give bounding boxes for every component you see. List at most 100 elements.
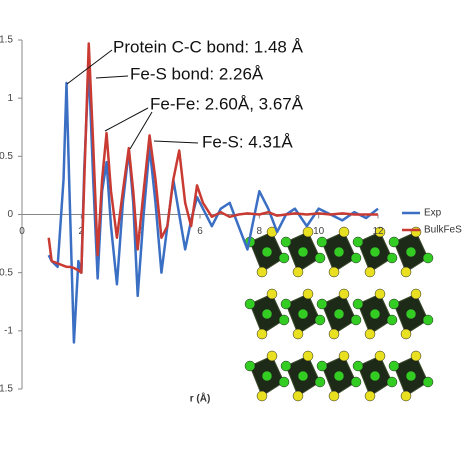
atom bbox=[302, 226, 314, 238]
y-tick-label: 1 bbox=[7, 93, 13, 104]
atom bbox=[374, 226, 386, 238]
atom bbox=[316, 236, 328, 248]
atom bbox=[261, 308, 273, 320]
atom bbox=[338, 226, 350, 238]
atom bbox=[278, 314, 290, 326]
atom bbox=[302, 350, 314, 362]
atom bbox=[400, 390, 412, 402]
atom bbox=[328, 266, 340, 278]
atom bbox=[256, 266, 268, 278]
atom bbox=[316, 360, 328, 372]
y-tick-label: 1.5 bbox=[0, 35, 13, 46]
annotation: Fe-S bond: 2.26Å bbox=[130, 64, 264, 83]
atom bbox=[333, 246, 345, 258]
atom bbox=[364, 390, 376, 402]
atom bbox=[280, 360, 292, 372]
atom bbox=[405, 246, 417, 258]
atom bbox=[350, 252, 362, 264]
y-tick-label: -1.5 bbox=[0, 384, 13, 395]
atom bbox=[388, 236, 400, 248]
atom bbox=[352, 298, 364, 310]
atom bbox=[386, 314, 398, 326]
atom bbox=[302, 288, 314, 300]
atom bbox=[333, 370, 345, 382]
atom bbox=[244, 298, 256, 310]
y-tick-label: 0.5 bbox=[0, 151, 13, 162]
atom bbox=[297, 370, 309, 382]
atom bbox=[338, 288, 350, 300]
atom bbox=[256, 390, 268, 402]
atom bbox=[266, 350, 278, 362]
atom bbox=[261, 370, 273, 382]
atom bbox=[280, 298, 292, 310]
atom bbox=[388, 360, 400, 372]
x-tick-label: 10 bbox=[313, 226, 325, 237]
x-tick-label: 6 bbox=[197, 226, 203, 237]
crystal-structure-inset bbox=[244, 226, 434, 402]
atom bbox=[328, 390, 340, 402]
arrow bbox=[153, 140, 199, 144]
y-tick-label: 0 bbox=[7, 209, 13, 220]
x-axis-title: r (Å) bbox=[190, 392, 211, 405]
atom bbox=[314, 314, 326, 326]
atom bbox=[410, 288, 422, 300]
arrow bbox=[129, 111, 153, 150]
atom bbox=[278, 252, 290, 264]
atom bbox=[405, 370, 417, 382]
atom bbox=[405, 308, 417, 320]
atom bbox=[278, 376, 290, 388]
atom bbox=[261, 246, 273, 258]
atom bbox=[400, 328, 412, 340]
atom bbox=[256, 328, 268, 340]
atom bbox=[314, 252, 326, 264]
x-tick-label: 4 bbox=[138, 226, 144, 237]
atom bbox=[369, 246, 381, 258]
atom bbox=[374, 288, 386, 300]
annotation: Fe-S: 4.31Å bbox=[202, 132, 293, 151]
atom bbox=[369, 370, 381, 382]
atom bbox=[350, 376, 362, 388]
atom bbox=[410, 226, 422, 238]
line bbox=[47, 42, 378, 274]
atom bbox=[422, 314, 434, 326]
atom bbox=[297, 246, 309, 258]
atom bbox=[352, 236, 364, 248]
atom bbox=[352, 360, 364, 372]
atom bbox=[297, 308, 309, 320]
atom bbox=[422, 252, 434, 264]
atom bbox=[292, 390, 304, 402]
legend-label: BulkFeS bbox=[424, 225, 462, 236]
atom bbox=[266, 288, 278, 300]
x-tick-label: 12 bbox=[372, 226, 384, 237]
arrow bbox=[95, 75, 129, 79]
atom bbox=[400, 266, 412, 278]
annotation: Fe-Fe: 2.60Å, 3.67Å bbox=[150, 94, 304, 113]
atom bbox=[292, 328, 304, 340]
arrow bbox=[104, 107, 149, 132]
y-tick-label: -0.5 bbox=[0, 267, 13, 278]
atom bbox=[410, 350, 422, 362]
atom bbox=[280, 236, 292, 248]
arrow bbox=[66, 49, 113, 85]
atom bbox=[350, 314, 362, 326]
atom bbox=[364, 266, 376, 278]
atom bbox=[314, 376, 326, 388]
x-tick-label: 0 bbox=[19, 226, 25, 237]
atom bbox=[422, 376, 434, 388]
atom bbox=[292, 266, 304, 278]
atom bbox=[328, 328, 340, 340]
x-tick-label: 8 bbox=[257, 226, 263, 237]
annotation: Protein C-C bond: 1.48 Å bbox=[113, 37, 304, 56]
y-tick-label: -1 bbox=[4, 325, 13, 336]
atom bbox=[316, 298, 328, 310]
atom bbox=[369, 308, 381, 320]
atom bbox=[333, 308, 345, 320]
atom bbox=[364, 328, 376, 340]
atom bbox=[386, 376, 398, 388]
legend-label: Exp bbox=[424, 208, 442, 219]
atom bbox=[388, 298, 400, 310]
atom bbox=[338, 350, 350, 362]
atom bbox=[374, 350, 386, 362]
